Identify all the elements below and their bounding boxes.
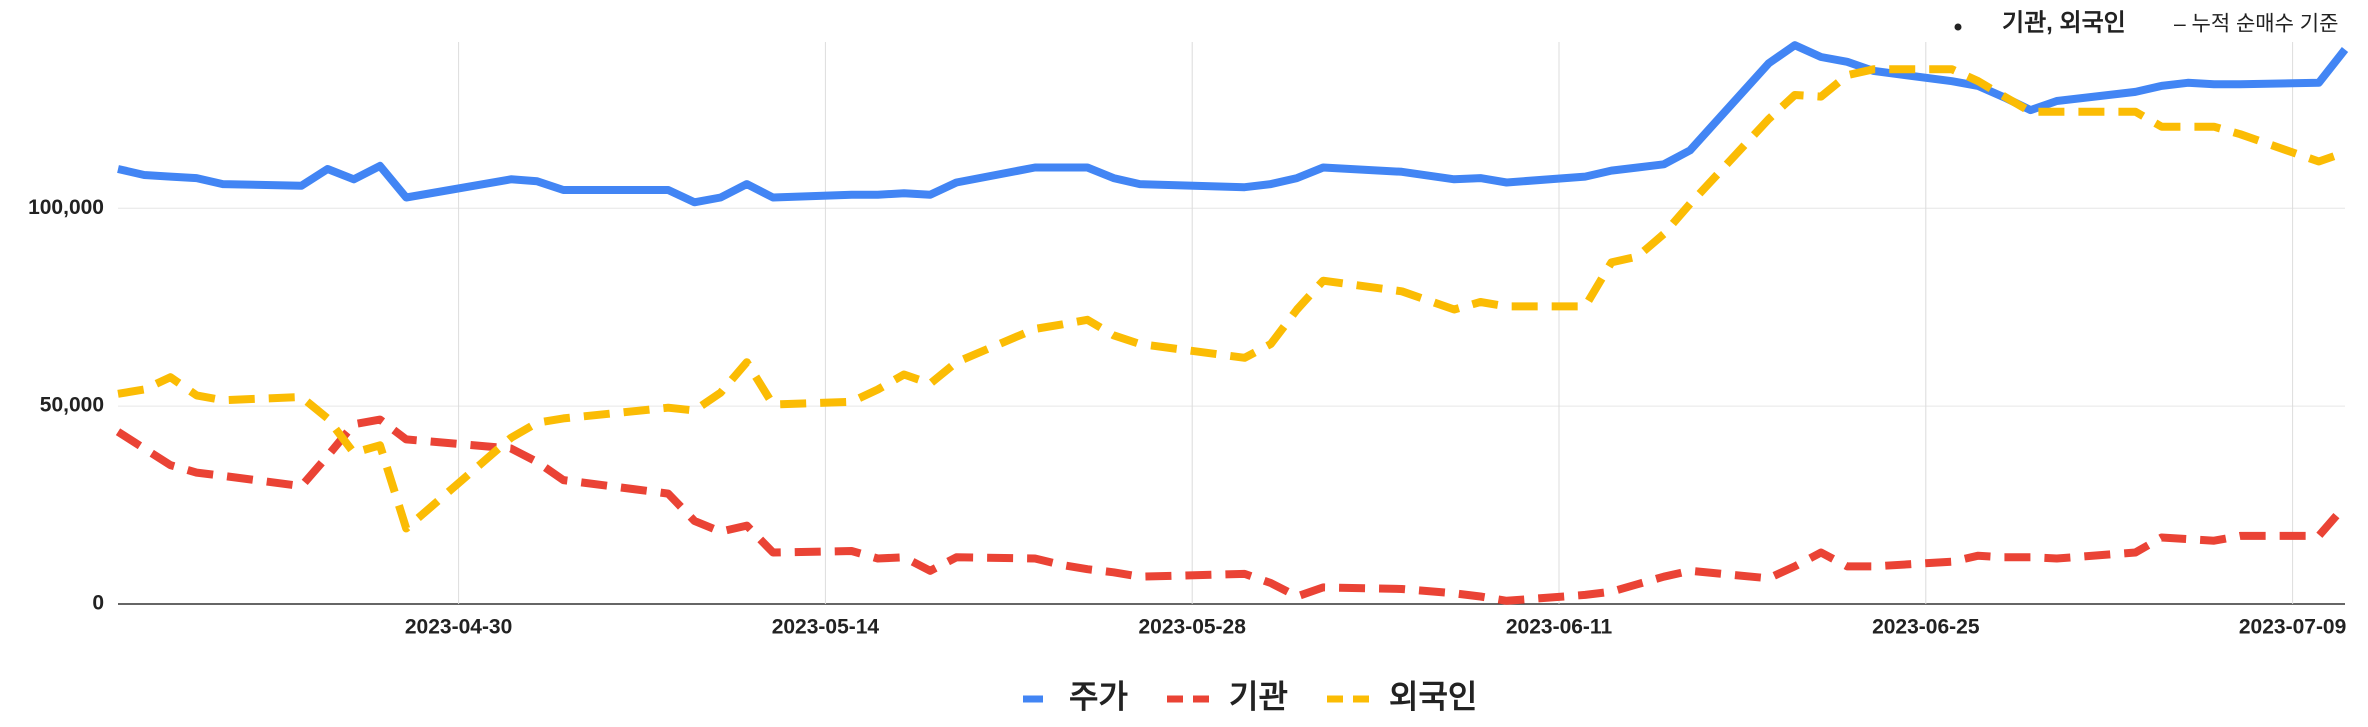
x-tick-label: 2023-07-09	[2239, 616, 2346, 639]
line-series	[117, 65, 2347, 533]
legend-label: 주가	[1069, 678, 1128, 714]
annotation-note: – 누적 순매수 기준	[2174, 13, 2338, 36]
y-tick-label: 0	[92, 592, 104, 615]
x-tick-label: 2023-05-28	[1138, 616, 1246, 639]
x-tick-label: 2023-04-30	[405, 616, 512, 639]
x-tick-label: 2023-05-14	[772, 616, 880, 639]
annotation-label: 기관, 외국인	[2002, 9, 2126, 36]
legend-label: 기관	[1229, 678, 1288, 714]
line-series	[117, 41, 2349, 207]
annotation-bullet	[1954, 23, 1962, 31]
line-series	[115, 415, 2349, 605]
x-tick-label: 2023-06-11	[1506, 616, 1613, 639]
y-tick-label: 100,000	[28, 196, 104, 219]
x-tick-label: 2023-06-25	[1872, 616, 1980, 639]
y-tick-label: 50,000	[40, 394, 104, 417]
legend-label: 외국인	[1389, 678, 1477, 714]
